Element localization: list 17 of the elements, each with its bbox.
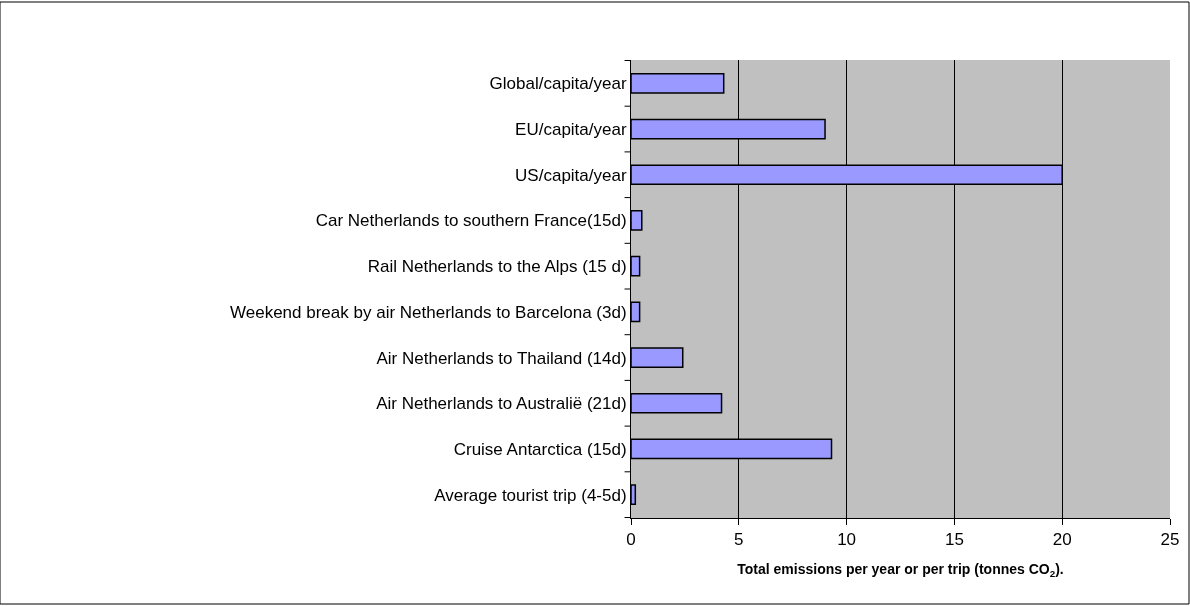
x-tick-label: 10: [837, 530, 857, 550]
x-tick-label: 25: [1160, 530, 1180, 550]
y-tick-label: Weekend break by air Netherlands to Barcelona (3d): [230, 302, 627, 322]
x-tick-label: 5: [734, 530, 744, 550]
y-tick-label: Air Netherlands to Thailand (14d): [376, 348, 627, 368]
y-tick-label: Cruise Antarctica (15d): [453, 439, 627, 459]
y-tick-label: Car Netherlands to southern France(15d): [315, 211, 627, 231]
y-tick-label: Average tourist trip (4-5d): [434, 485, 627, 505]
y-tick-label: Rail Netherlands to the Alps (15 d): [367, 257, 627, 277]
x-tick-label: 15: [944, 530, 964, 550]
y-tick-label: EU/capita/year: [515, 120, 627, 139]
y-tick-label: Global/capita/year: [489, 74, 627, 94]
y-tick-label: Air Netherlands to Australië (21d): [376, 394, 627, 414]
y-tick-label: US/capita/year: [515, 165, 627, 185]
x-tick-label: 0: [626, 530, 636, 550]
x-tick-label: 20: [1052, 530, 1072, 550]
x-axis-title: Total emissions per year or per trip (tonnes CO$_{2}$).: [737, 560, 1064, 579]
